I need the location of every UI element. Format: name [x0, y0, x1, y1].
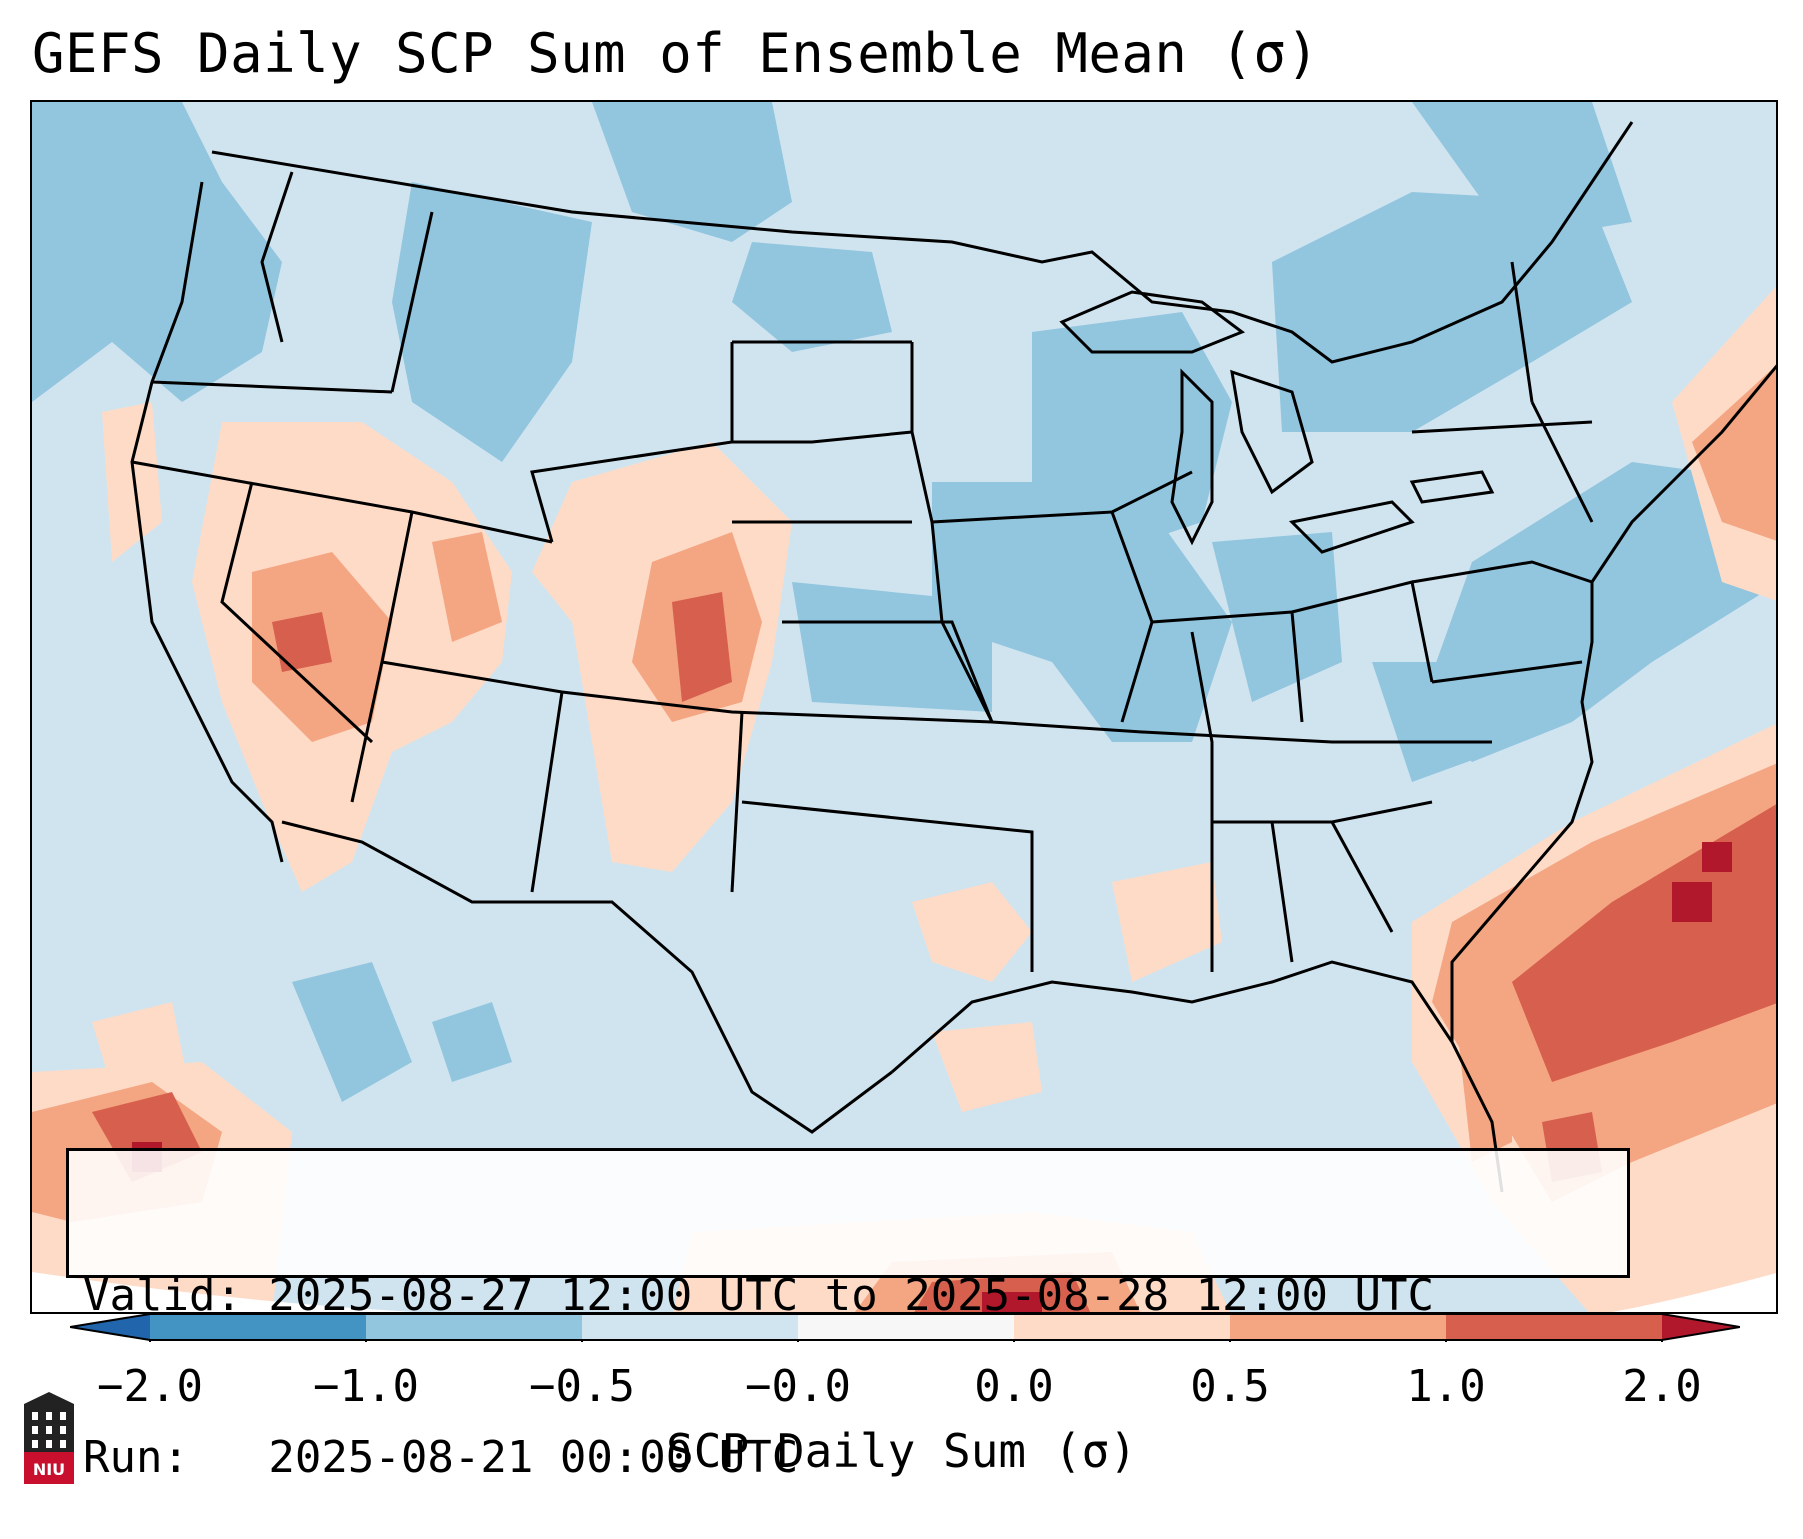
state-line-8	[530, 691, 564, 893]
gulf-coast	[891, 960, 1504, 1193]
iowa-illinois-negative	[932, 482, 1232, 742]
colorbar-tick-label: 0.5	[1190, 1361, 1270, 1412]
colorbar-bin-4	[798, 1314, 1014, 1340]
state-line-27	[1510, 261, 1534, 403]
west-coast	[130, 181, 284, 863]
texas-light-positive	[912, 882, 1032, 982]
colorbar-bin-7	[1446, 1314, 1662, 1340]
colorbar-bin-3	[582, 1314, 798, 1340]
nevada-strong-positive	[272, 612, 332, 672]
atlantic-coast	[1450, 364, 1776, 1042]
state-line-25	[1330, 821, 1394, 933]
state-line-18	[1111, 470, 1193, 514]
colorado-positive	[672, 592, 732, 702]
valid-time-text: Valid: 2025-08-27 12:00 UTC to 2025-08-2…	[83, 1270, 1435, 1321]
lower-right-off-projection	[1611, 1273, 1776, 1312]
colorbar-extend-low	[70, 1314, 150, 1340]
chart-title: GEFS Daily SCP Sum of Ensemble Mean (σ)	[32, 22, 1320, 85]
colorbar-tick-label: −0.5	[529, 1361, 635, 1412]
atlantic-max	[1672, 882, 1712, 922]
atlantic-positive-band	[1512, 804, 1776, 1082]
lake-ontario	[1409, 470, 1495, 504]
louisiana-light-positive	[1112, 862, 1222, 982]
great-lakes	[1059, 290, 1495, 554]
colorbar-tick-label: 0.0	[974, 1361, 1054, 1412]
virginia-atlantic-negative	[1422, 462, 1776, 762]
state-line-10	[732, 430, 913, 444]
pacific-northwest-negative	[32, 102, 282, 402]
niu-logo: NIU	[24, 1392, 74, 1484]
us-mexico-border	[281, 820, 893, 1134]
colorbar-tick-label: −1.0	[313, 1361, 419, 1412]
state-line-28	[1530, 401, 1594, 523]
atlantic-max-2	[1702, 842, 1732, 872]
dakotas-negative	[732, 242, 892, 352]
new-england-positive	[1692, 365, 1776, 541]
state-line-1	[151, 380, 393, 394]
florida-positive	[1452, 982, 1512, 1162]
lake-superior	[1059, 290, 1246, 354]
colorbar-bin-1	[150, 1314, 366, 1340]
niu-logo-text: NIU	[33, 1460, 65, 1479]
lake-michigan	[1170, 368, 1214, 546]
ohio-valley-negative	[1212, 532, 1342, 702]
colorbar	[70, 1313, 1740, 1342]
colorbar-tick-label: 1.0	[1406, 1361, 1486, 1412]
state-line-29	[1411, 420, 1593, 434]
carolinas-negative	[1372, 662, 1522, 782]
state-line-26	[1431, 660, 1583, 684]
lake-erie	[1288, 500, 1415, 554]
idaho-montana-negative	[392, 182, 592, 462]
state-line-5	[220, 481, 374, 744]
state-line-15	[730, 711, 744, 893]
mexico-west-negative	[432, 1002, 512, 1082]
colorbar-extend-high	[1662, 1314, 1740, 1340]
political-borders	[130, 121, 1776, 1193]
lower-left-off-projection	[32, 1272, 415, 1312]
state-line-17	[931, 510, 1154, 723]
state-line-20	[1190, 631, 1214, 972]
state-line-16	[741, 800, 1034, 972]
map-svg	[32, 102, 1776, 1312]
colorbar-bin-5	[1014, 1314, 1230, 1340]
map-panel	[30, 100, 1778, 1314]
validity-info-box: Valid: 2025-08-27 12:00 UTC to 2025-08-2…	[66, 1148, 1630, 1483]
colorbar-bin-6	[1230, 1314, 1446, 1340]
colorbar-tick-label: −0.0	[745, 1361, 851, 1412]
colorbar-ticks	[149, 1340, 1663, 1342]
colorbar-tick-label: 2.0	[1622, 1361, 1702, 1412]
colorbar-label: SCP Daily Sum (σ)	[666, 1424, 1137, 1478]
gulf-south-max	[982, 1292, 1042, 1312]
colorbar-bin-2	[366, 1314, 582, 1340]
state-line-2	[260, 171, 294, 343]
us-canada-border	[211, 121, 1634, 364]
baja-negative	[292, 962, 412, 1102]
run-time-text: Run: 2025-08-21 00:00 UTC	[83, 1432, 799, 1483]
state-line-14	[782, 620, 994, 723]
state-line-3	[390, 211, 434, 393]
lake-huron	[1230, 369, 1314, 495]
gulf-coast-light-positive	[932, 1022, 1042, 1112]
state-line-22	[1411, 560, 1593, 584]
state-line-9	[530, 342, 734, 543]
state-line-24	[1270, 821, 1294, 963]
northern-plains-negative	[592, 102, 792, 242]
colorbar-tick-label: −2.0	[97, 1361, 203, 1412]
utah-positive	[432, 532, 502, 642]
california-coast-light-positive	[102, 402, 162, 562]
